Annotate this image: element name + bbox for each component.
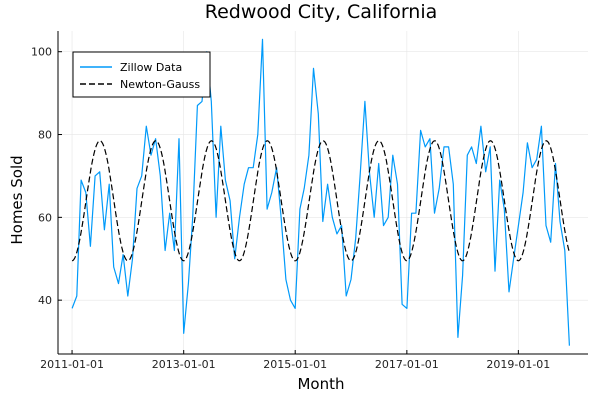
x-tick-label: 2017-01-01 <box>375 358 439 371</box>
legend-entry-zillow: Zillow Data <box>120 61 182 74</box>
x-tick-label: 2013-01-01 <box>152 358 216 371</box>
y-axis-title: Homes Sold <box>8 155 26 244</box>
legend-entry-newton-gauss: Newton-Gauss <box>120 78 200 91</box>
x-tick-label: 2019-01-01 <box>486 358 550 371</box>
legend-box <box>72 51 211 98</box>
y-tick-label: 100 <box>31 46 52 59</box>
y-tick-label: 80 <box>38 129 52 142</box>
legend: Zillow Data Newton-Gauss <box>72 51 211 98</box>
chart-title: Redwood City, California <box>205 1 438 23</box>
axes: 2011-01-01 2013-01-01 2015-01-01 2017-01-01… <box>31 31 588 371</box>
series-newton-gauss <box>71 140 570 262</box>
x-tick-label: 2015-01-01 <box>263 358 327 371</box>
series-layer <box>71 38 570 346</box>
y-tick-label: 60 <box>38 211 52 224</box>
x-axis-title: Month <box>297 375 344 393</box>
y-tick-label: 40 <box>38 294 52 307</box>
x-tick-label: 2011-01-01 <box>40 358 104 371</box>
